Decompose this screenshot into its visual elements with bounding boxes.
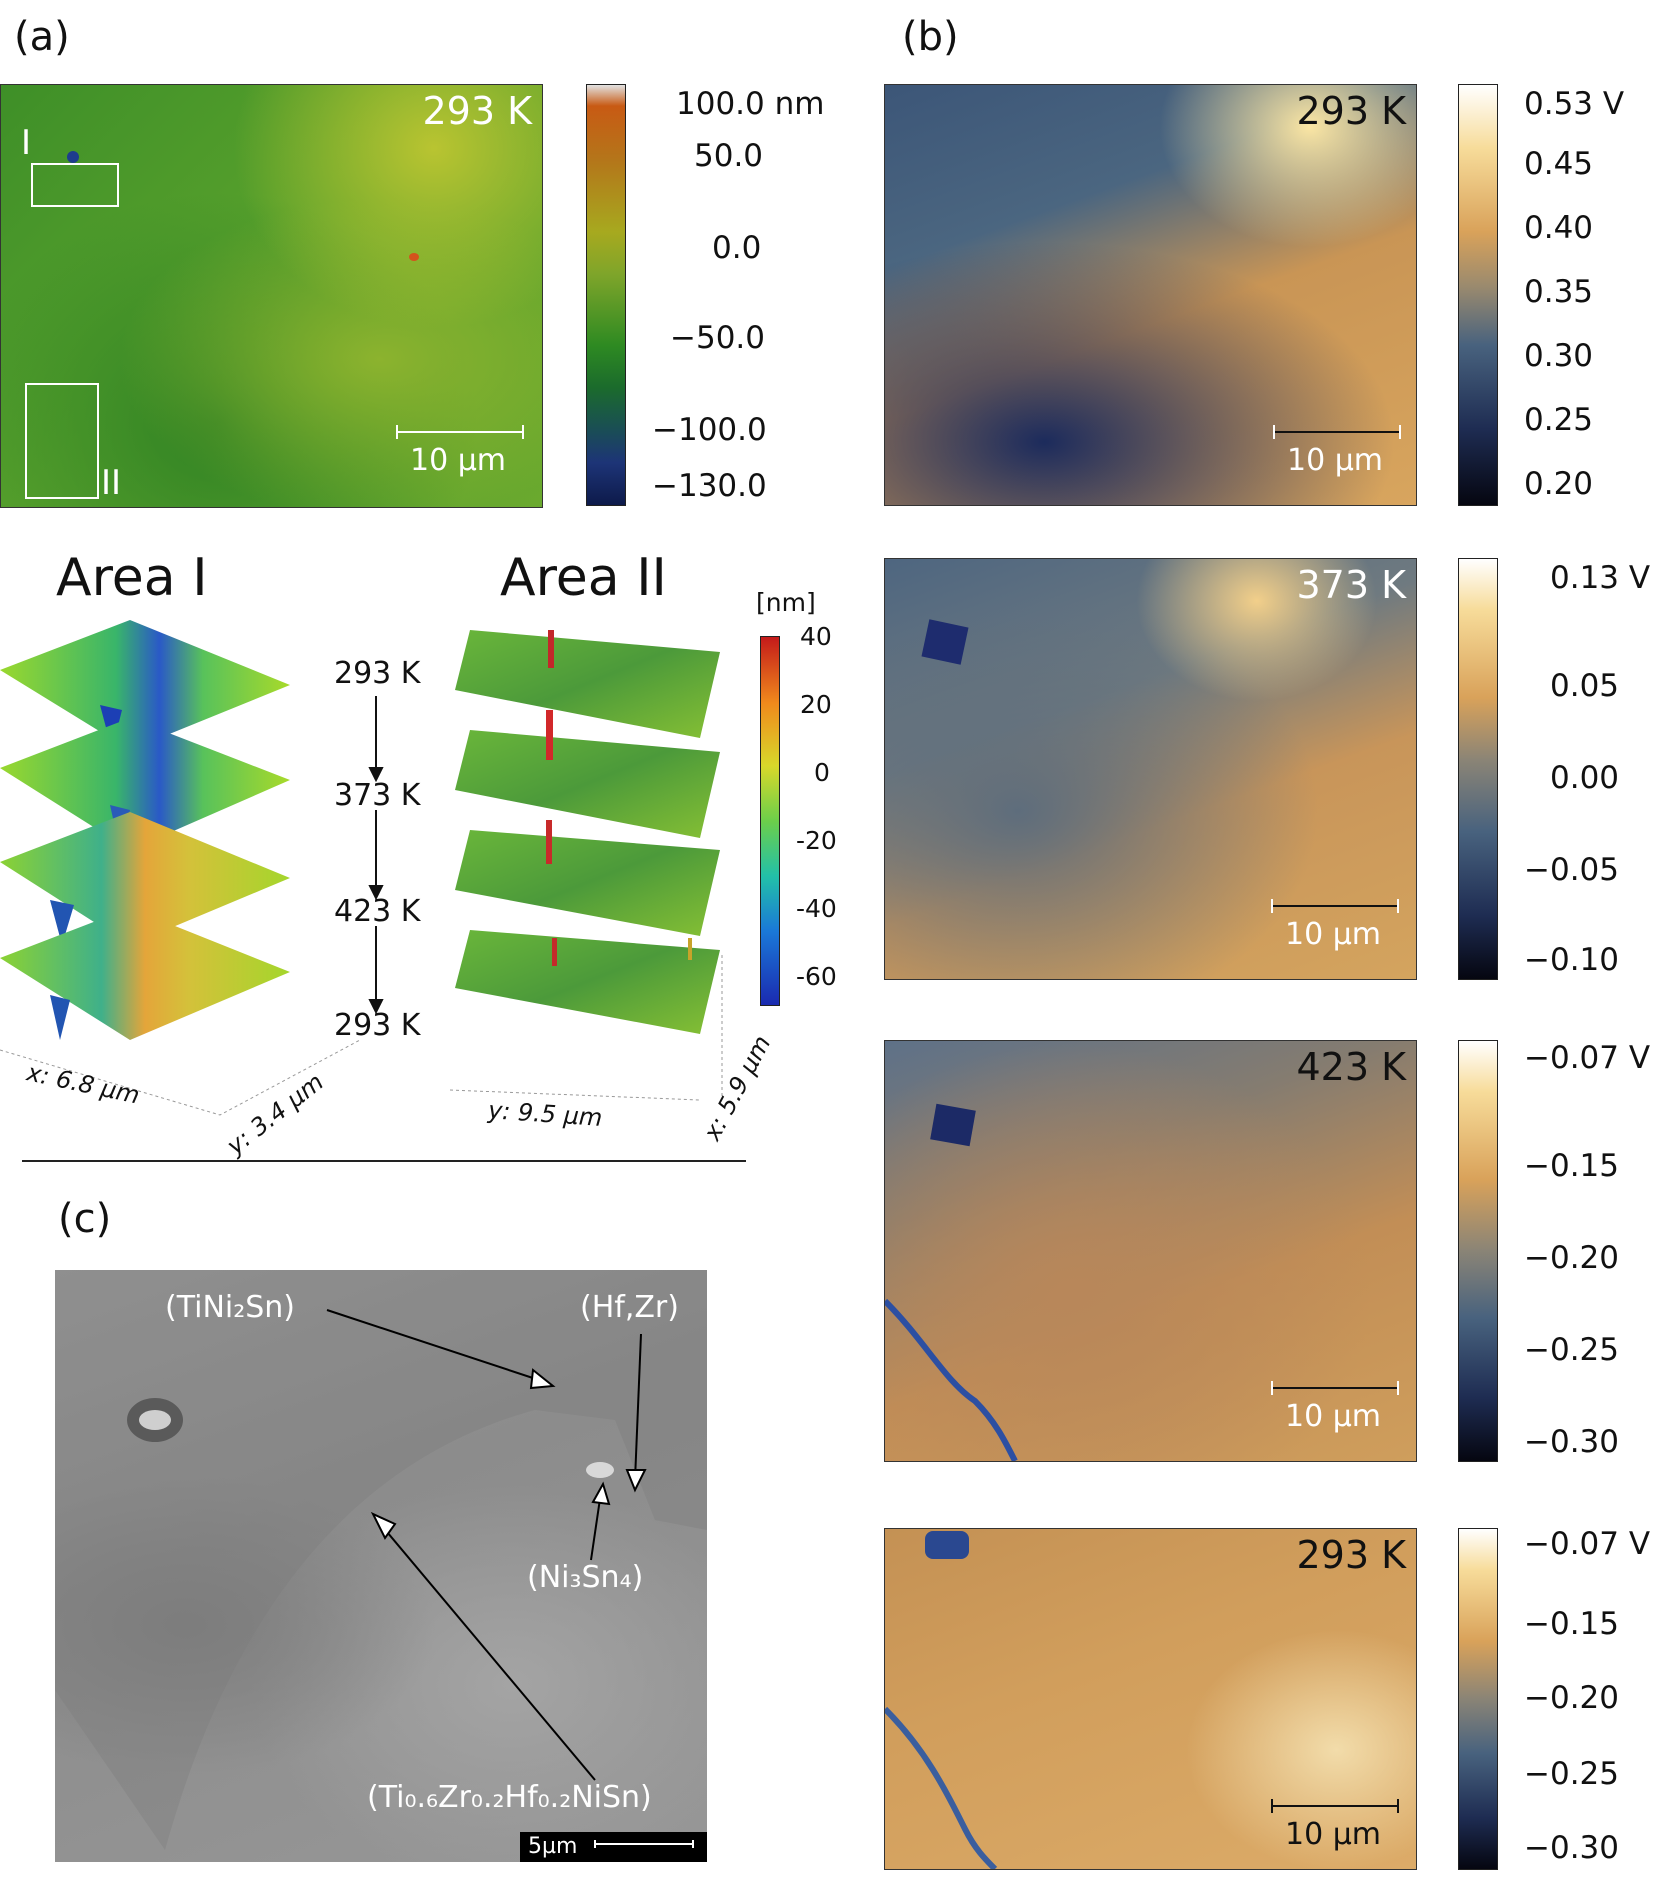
kpfm-tick: 0.00 xyxy=(1550,760,1620,796)
kpfm-colorbar-4 xyxy=(1458,1528,1498,1870)
sem-image: (TiNi₂Sn) (Hf,Zr) (Ni₃Sn₄) (Ti₀.₆Zr₀.₂Hf… xyxy=(55,1270,707,1862)
kpfm-tick: −0.15 xyxy=(1524,1148,1619,1184)
sem-scale-bar: 5µm xyxy=(520,1832,707,1862)
area-2-surface-293k xyxy=(455,630,720,738)
kpfm-tick: 0.40 xyxy=(1524,210,1594,246)
area-2-surface-293k-final xyxy=(455,930,720,1034)
scale-bar-label: 10 µm xyxy=(409,443,507,478)
kpfm-tick: 0.05 xyxy=(1550,668,1620,704)
kpfm-tick: −0.07 V xyxy=(1524,1040,1651,1076)
crack-feature xyxy=(885,1706,998,1869)
area-2-box xyxy=(25,383,99,499)
surface-tick: 20 xyxy=(800,690,832,719)
temperature-label: 373 K xyxy=(1296,563,1406,607)
scale-bar xyxy=(1271,899,1399,913)
pit-marker xyxy=(67,151,79,163)
phase-label-ni3sn4: (Ni₃Sn₄) xyxy=(527,1560,644,1595)
area-2-title: Area II xyxy=(500,548,667,608)
kpfm-tick: 0.25 xyxy=(1524,402,1594,438)
kpfm-tick: 0.35 xyxy=(1524,274,1594,310)
kpfm-tick: −0.25 xyxy=(1524,1332,1619,1368)
area-1-title: Area I xyxy=(56,548,208,608)
kpfm-colorbar-3 xyxy=(1458,1040,1498,1462)
kpfm-tick: 0.13 V xyxy=(1550,560,1651,596)
crack-feature xyxy=(885,1298,1018,1461)
height-unit-label: [nm] xyxy=(756,588,816,617)
phase-label-matrix: (Ti₀.₆Zr₀.₂Hf₀.₂NiSn) xyxy=(367,1780,652,1815)
area-2-surface-373k xyxy=(455,710,720,838)
scale-bar xyxy=(1271,1381,1399,1395)
kpfm-tick: −0.15 xyxy=(1524,1606,1619,1642)
temperature-label: 423 K xyxy=(1296,1045,1406,1089)
kpfm-tick: −0.10 xyxy=(1524,942,1619,978)
temperature-label: 293 K xyxy=(422,89,532,133)
surface-tick: -60 xyxy=(796,962,837,991)
sequence-temp: 293 K xyxy=(334,656,421,691)
sequence-temp: 423 K xyxy=(334,894,421,929)
height-tick: −50.0 xyxy=(670,320,765,356)
kpfm-tick: −0.05 xyxy=(1524,852,1619,888)
sem-scale-label: 5µm xyxy=(528,1834,578,1859)
area-1-surface-293k-final xyxy=(0,908,290,1040)
area-2-surface-423k xyxy=(455,820,720,936)
kpfm-map-423k: 423 K 10 µm xyxy=(884,1040,1417,1462)
kpfm-tick: −0.30 xyxy=(1524,1830,1619,1866)
height-tick: 0.0 xyxy=(712,230,762,266)
panel-c-label: (c) xyxy=(58,1196,112,1242)
scale-bar-label: 10 µm xyxy=(1284,917,1382,952)
sequence-arrows xyxy=(368,696,384,1015)
sequence-temp: 373 K xyxy=(334,778,421,813)
area-1-box xyxy=(31,163,119,207)
scale-bar-label: 10 µm xyxy=(1284,1817,1382,1852)
hotspot-marker xyxy=(409,253,419,261)
surface-colorbar xyxy=(760,636,780,1006)
surface-plots-3d xyxy=(0,620,723,1116)
kpfm-map-293k-final: 293 K 10 µm xyxy=(884,1528,1417,1870)
kpfm-tick: −0.07 V xyxy=(1524,1526,1651,1562)
phase-label-tini2sn: (TiNi₂Sn) xyxy=(165,1290,296,1325)
kpfm-tick: −0.30 xyxy=(1524,1424,1619,1460)
surface-tick: -20 xyxy=(796,826,837,855)
kpfm-tick: 0.30 xyxy=(1524,338,1594,374)
kpfm-colorbar-2 xyxy=(1458,558,1498,980)
scale-bar-label: 10 µm xyxy=(1284,1399,1382,1434)
height-colorbar xyxy=(586,84,626,506)
sem-annotations xyxy=(55,1270,707,1850)
kpfm-colorbar-1 xyxy=(1458,84,1498,506)
height-tick: 100.0 nm xyxy=(676,86,825,122)
area-2-box-label: II xyxy=(101,463,122,503)
height-tick: 50.0 xyxy=(694,138,764,174)
dark-feature xyxy=(921,619,969,665)
kpfm-tick: 0.20 xyxy=(1524,466,1594,502)
kpfm-map-293k: 293 K 10 µm xyxy=(884,84,1417,506)
panel-b-label: (b) xyxy=(902,14,959,60)
section-divider xyxy=(22,1160,746,1162)
phase-label-hfzr: (Hf,Zr) xyxy=(580,1290,679,1325)
kpfm-tick: −0.20 xyxy=(1524,1240,1619,1276)
kpfm-map-373k: 373 K 10 µm xyxy=(884,558,1417,980)
temperature-label: 293 K xyxy=(1296,1533,1406,1577)
kpfm-tick: −0.25 xyxy=(1524,1756,1619,1792)
surface-tick: 40 xyxy=(800,622,832,651)
scale-bar xyxy=(1273,425,1401,439)
height-tick: −130.0 xyxy=(652,468,767,504)
dark-feature xyxy=(925,1531,969,1559)
temperature-label: 293 K xyxy=(1296,89,1406,133)
scale-bar xyxy=(1271,1799,1399,1813)
kpfm-tick: −0.20 xyxy=(1524,1680,1619,1716)
area-1-surface-423k xyxy=(0,812,290,945)
height-map-293k: 293 K I II 10 µm xyxy=(0,84,543,508)
scale-bar-label: 10 µm xyxy=(1286,443,1384,478)
height-tick: −100.0 xyxy=(652,412,767,448)
scale-bar xyxy=(396,425,524,439)
kpfm-tick: 0.53 V xyxy=(1524,86,1625,122)
dark-feature xyxy=(930,1103,976,1147)
sem-scale-line xyxy=(594,1840,694,1848)
area-1-box-label: I xyxy=(21,123,32,163)
kpfm-tick: 0.45 xyxy=(1524,146,1594,182)
panel-a-label: (a) xyxy=(14,14,70,60)
surface-tick: 0 xyxy=(814,758,830,787)
surface-tick: -40 xyxy=(796,894,837,923)
sequence-temp: 293 K xyxy=(334,1008,421,1043)
